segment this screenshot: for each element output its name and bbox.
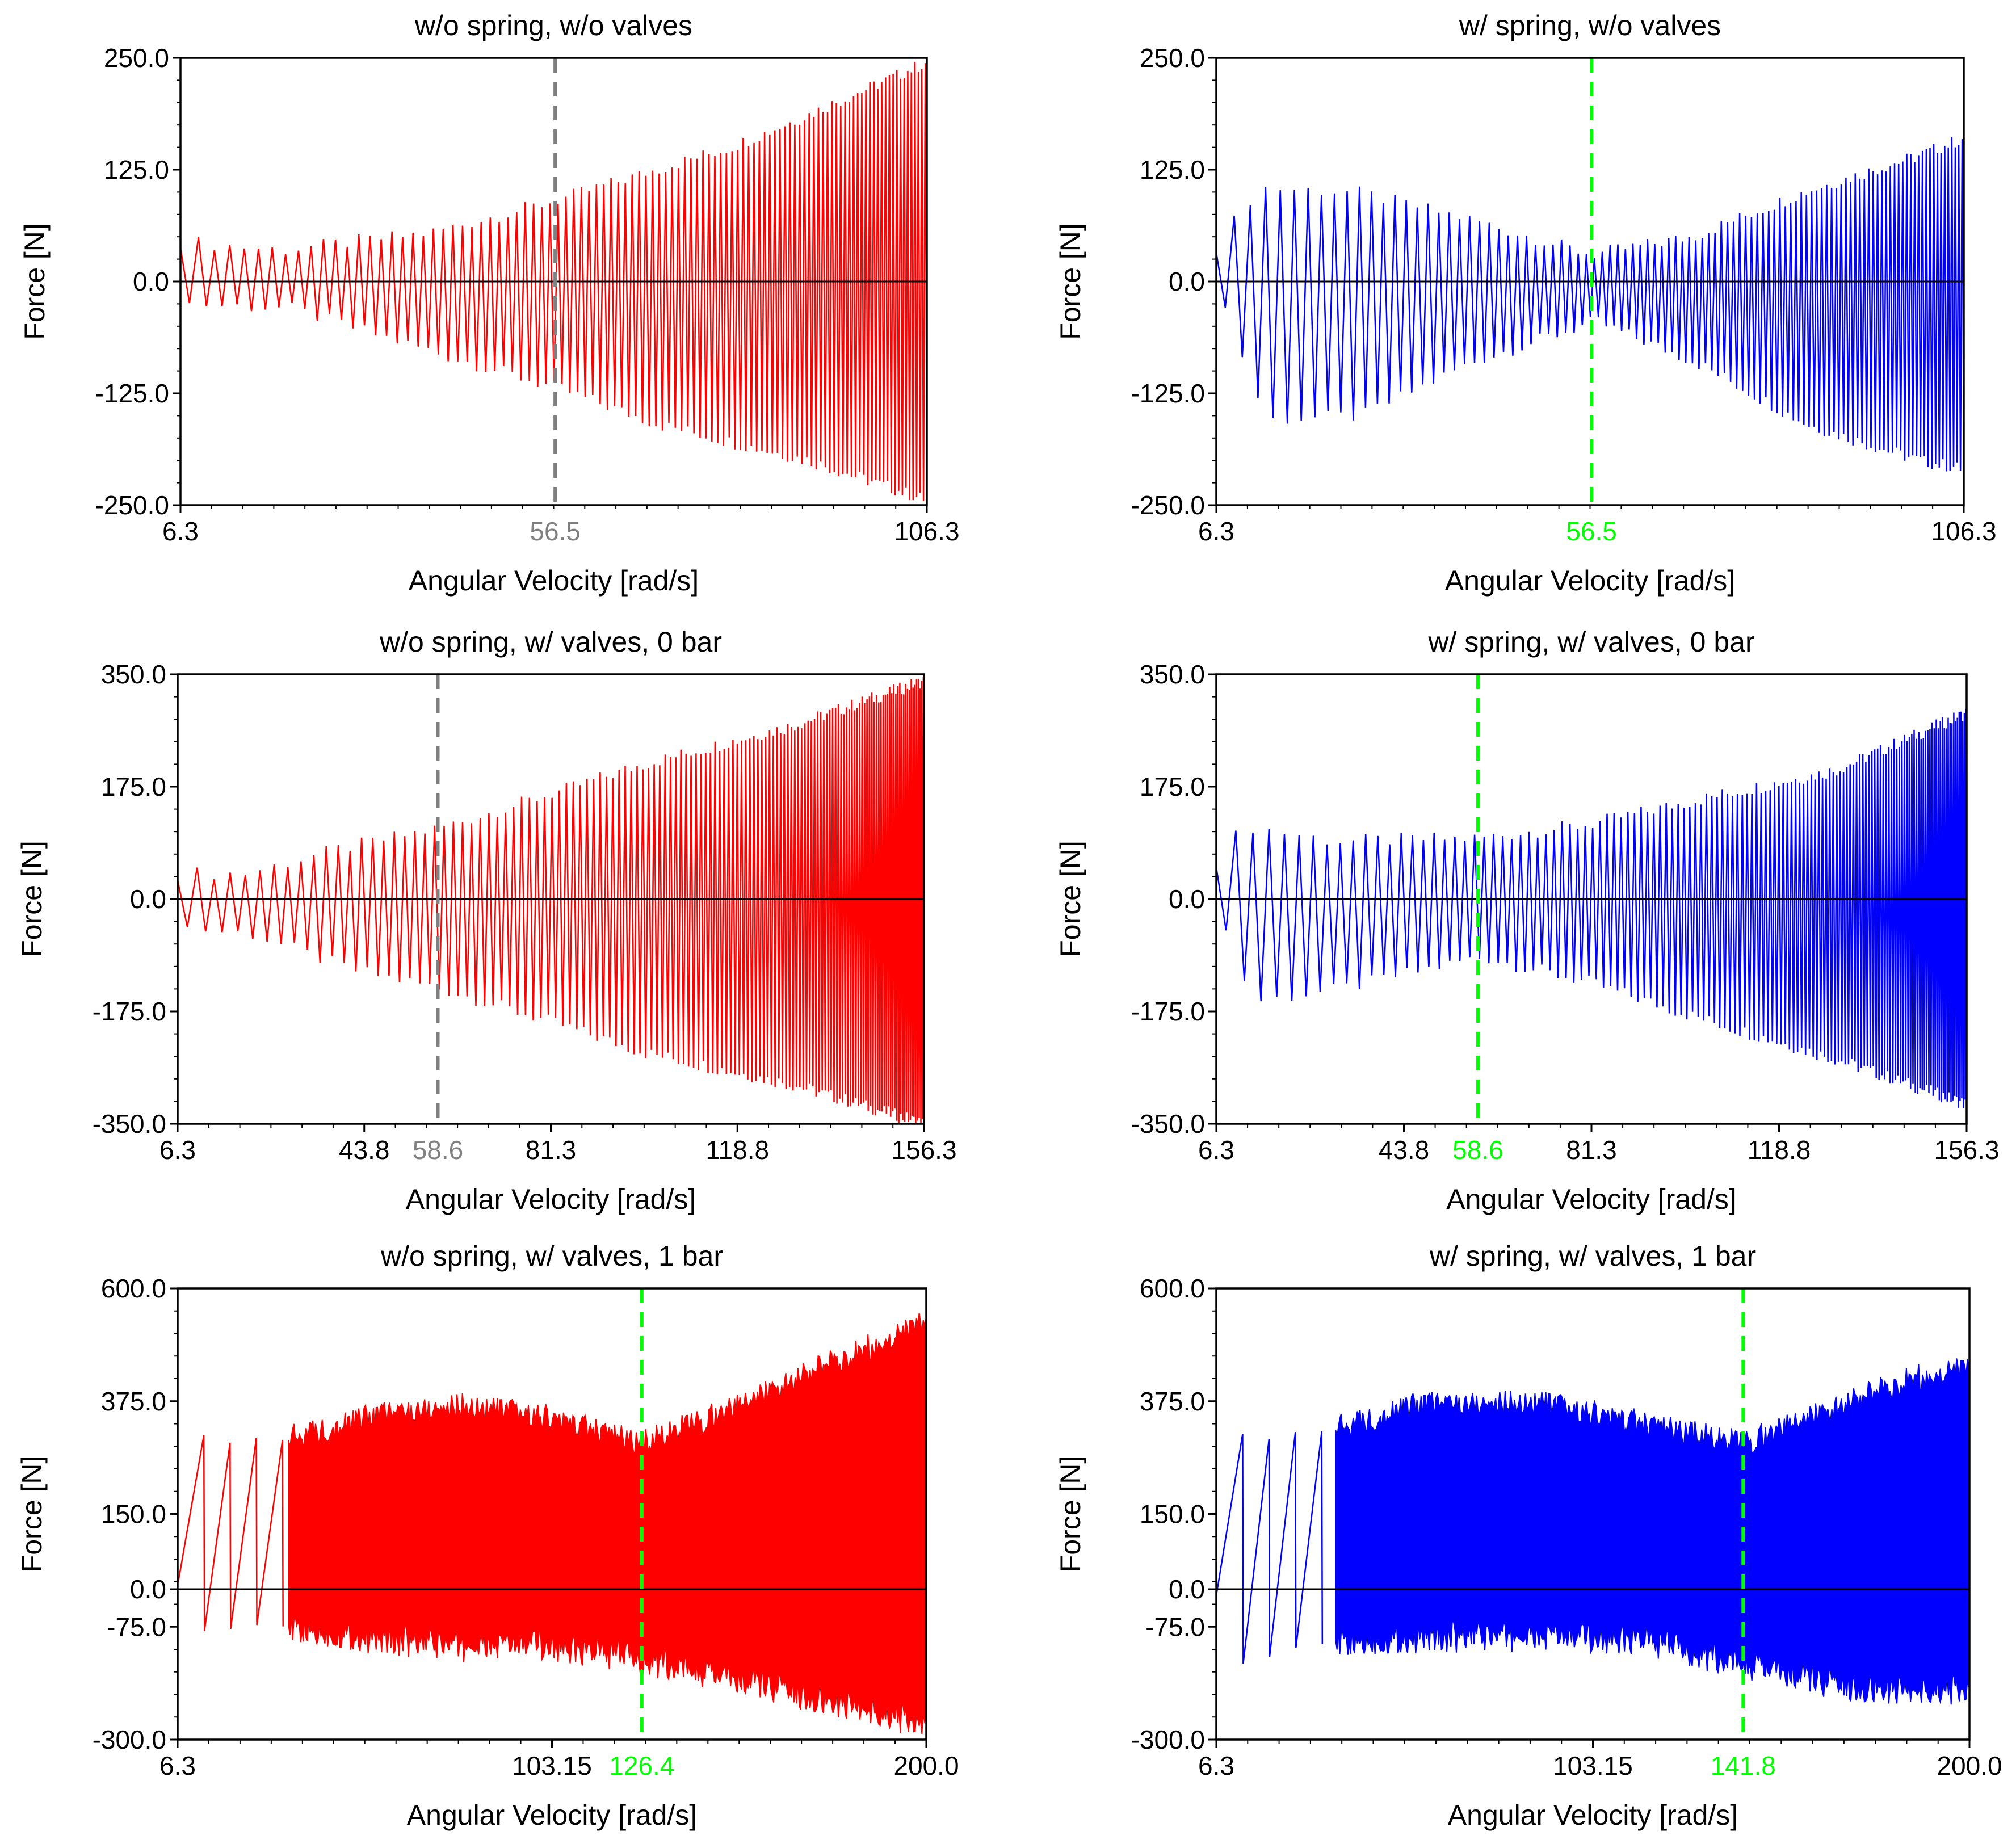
x-axis-label: Angular Velocity [rad/s] <box>407 1799 697 1831</box>
y-tick-label: 250.0 <box>1140 43 1205 73</box>
y-tick-label: 375.0 <box>101 1387 166 1416</box>
y-tick-label: 375.0 <box>1140 1387 1205 1416</box>
y-tick-label: 600.0 <box>1140 1274 1205 1303</box>
force-band-6 <box>1335 1358 1969 1705</box>
y-tick-label: 350.0 <box>1140 660 1205 689</box>
y-tick-label: 150.0 <box>101 1500 166 1529</box>
x-tick-label: 200.0 <box>893 1751 959 1780</box>
y-axis-label: Force [N] <box>1055 1456 1086 1573</box>
x-axis-label: Angular Velocity [rad/s] <box>409 565 699 597</box>
y-tick-label: 350.0 <box>101 660 166 689</box>
x-tick-label: 156.3 <box>1934 1135 1999 1165</box>
force-trace-4 <box>1216 708 1967 1108</box>
y-tick-label: 0.0 <box>133 267 169 296</box>
chart-panel-2: 250.0 125.0 0.0 -125.0 -250.06.3 106.3 56.5 w/ … <box>1055 10 1997 597</box>
x-tick-label: 6.3 <box>1198 516 1234 546</box>
chart-panel-1: 250.0 125.0 0.0 -125.0 -250.06.3 106.3 56.5 w/o… <box>19 10 960 597</box>
x-tick-label: 81.3 <box>1566 1135 1617 1165</box>
y-tick-label: -250.0 <box>1131 490 1205 520</box>
x-tick-label: 6.3 <box>1198 1751 1234 1780</box>
y-tick-label: 175.0 <box>1140 772 1205 801</box>
y-axis-label: Force [N] <box>1055 223 1086 340</box>
x-tick-label: 103.15 <box>1553 1751 1633 1780</box>
y-axis-label: Force [N] <box>19 223 51 340</box>
y-tick-label: 125.0 <box>104 155 169 184</box>
y-axis-label: Force [N] <box>16 1456 48 1573</box>
x-tick-label: 6.3 <box>162 516 199 546</box>
force-trace-3 <box>178 677 924 1124</box>
marker-label: 141.8 <box>1711 1751 1776 1780</box>
panel-title: w/o spring, w/o valves <box>414 10 692 41</box>
x-tick-label: 156.3 <box>891 1135 956 1165</box>
x-tick-label: 6.3 <box>159 1135 196 1165</box>
panel-title: w/ spring, w/ valves, 1 bar <box>1429 1240 1756 1272</box>
y-tick-label: 0.0 <box>130 1574 166 1604</box>
x-tick-label: 43.8 <box>1379 1135 1430 1165</box>
y-axis-label: Force [N] <box>1055 841 1086 957</box>
x-tick-label: 43.8 <box>339 1135 390 1165</box>
panel-title: w/o spring, w/ valves, 1 bar <box>380 1240 723 1272</box>
x-tick-label: 118.8 <box>705 1135 769 1165</box>
x-axis-label: Angular Velocity [rad/s] <box>1448 1799 1738 1831</box>
y-tick-label: -300.0 <box>93 1725 166 1754</box>
force-band-5 <box>288 1313 926 1734</box>
y-tick-label: 175.0 <box>101 772 166 801</box>
chart-panel-3: 350.0 175.0 0.0 -175.0 -350.06.3 43.8 81.3 118.… <box>16 626 957 1215</box>
x-axis-label: Angular Velocity [rad/s] <box>1446 1183 1736 1215</box>
force-trace-5 <box>178 1435 284 1631</box>
force-trace-1 <box>180 61 927 501</box>
y-tick-label: -175.0 <box>1131 997 1205 1026</box>
x-tick-label: 81.3 <box>526 1135 577 1165</box>
y-tick-label: -125.0 <box>95 379 169 408</box>
panel-title: w/o spring, w/ valves, 0 bar <box>379 626 722 658</box>
chart-panel-6: 600.0 375.0 150.0 0.0 -75.0 -300.06.3 103.15 20… <box>1055 1240 2002 1831</box>
x-tick-label: 106.3 <box>1931 516 1996 546</box>
marker-label: 58.6 <box>1452 1135 1503 1165</box>
y-tick-label: 0.0 <box>1169 267 1205 296</box>
y-tick-label: -75.0 <box>107 1612 166 1641</box>
y-tick-label: 150.0 <box>1140 1500 1205 1529</box>
x-tick-label: 200.0 <box>1937 1751 2002 1780</box>
marker-label: 58.6 <box>413 1135 464 1165</box>
marker-label: 56.5 <box>530 516 581 546</box>
y-tick-label: -250.0 <box>95 490 169 520</box>
marker-label: 56.5 <box>1566 516 1617 546</box>
panel-title: w/ spring, w/ valves, 0 bar <box>1427 626 1754 658</box>
x-tick-label: 6.3 <box>1198 1135 1234 1165</box>
panel-title: w/ spring, w/o valves <box>1459 10 1721 41</box>
x-tick-label: 118.8 <box>1748 1135 1811 1165</box>
y-tick-label: -75.0 <box>1145 1612 1205 1641</box>
force-trace-6 <box>1216 1431 1324 1664</box>
y-tick-label: 0.0 <box>130 884 166 914</box>
y-tick-label: 600.0 <box>101 1274 166 1303</box>
y-tick-label: -125.0 <box>1131 379 1205 408</box>
x-tick-label: 6.3 <box>159 1751 196 1780</box>
force-trace-2 <box>1216 137 1964 472</box>
y-tick-label: 125.0 <box>1140 155 1205 184</box>
x-tick-label: 106.3 <box>894 516 959 546</box>
chart-panel-4: 350.0 175.0 0.0 -175.0 -350.06.3 43.8 81.3 118.… <box>1055 626 2000 1215</box>
y-tick-label: 0.0 <box>1169 1574 1205 1604</box>
chart-panel-5: 600.0 375.0 150.0 0.0 -75.0 -300.06.3 103.15 20… <box>16 1240 959 1831</box>
y-tick-label: -350.0 <box>1131 1109 1205 1139</box>
x-axis-label: Angular Velocity [rad/s] <box>406 1183 696 1215</box>
y-axis-label: Force [N] <box>16 841 48 957</box>
y-tick-label: -175.0 <box>93 997 166 1026</box>
x-tick-label: 103.15 <box>512 1751 592 1780</box>
y-tick-label: -300.0 <box>1131 1725 1205 1754</box>
marker-label: 126.4 <box>609 1751 674 1780</box>
y-tick-label: 250.0 <box>104 43 169 73</box>
y-tick-label: 0.0 <box>1169 884 1205 914</box>
y-tick-label: -350.0 <box>93 1109 166 1139</box>
x-axis-label: Angular Velocity [rad/s] <box>1445 565 1735 597</box>
